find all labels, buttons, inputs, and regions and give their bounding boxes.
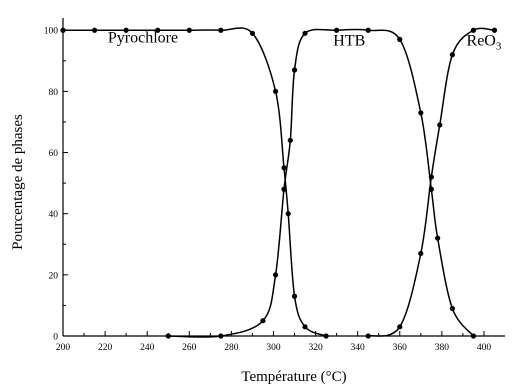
data-points [60,27,498,339]
y-tick-label: 40 [49,210,59,220]
x-tick-label: 240 [140,343,155,353]
point-pyrochlore [60,27,66,33]
point-pyrochlore [186,27,192,33]
point-htb [397,36,403,43]
point-reo3 [470,27,477,33]
x-tick-label: 360 [393,343,408,353]
curve-htb [168,28,475,338]
point-pyrochlore [285,211,291,217]
y-tick-label: 60 [49,149,59,159]
x-tick-label: 220 [98,343,113,353]
axes: 200 220 240 260 280 300 320 340 360 380 4000204060… [44,18,505,353]
point-reo3 [437,122,443,128]
point-pyrochlore [249,30,256,36]
point-htb [281,186,287,192]
y-tick-label: 20 [49,271,59,281]
point-reo3 [365,333,371,339]
y-tick-label: 80 [49,88,59,98]
point-pyrochlore [323,333,329,339]
point-reo3 [449,52,455,58]
x-tick-label: 340 [351,343,366,353]
point-htb [470,333,477,339]
annotation-subscript: 3 [496,41,502,53]
x-tick-label: 260 [182,343,197,353]
x-tick-label: 280 [224,343,239,353]
point-htb [272,272,279,278]
x-tick-label: 200 [56,343,71,353]
point-htb [291,67,298,73]
x-tick-label: 400 [477,343,492,353]
x-tick-label: 300 [266,343,281,353]
y-axis-title: Pourcentage de phases [10,114,26,250]
annotation-reo3: ReO3 [467,33,502,53]
point-htb [302,30,308,36]
point-htb [260,318,266,324]
annotation-pyrochlore: Pyrochlore [108,29,178,46]
point-pyrochlore [218,27,224,33]
point-pyrochlore [155,27,161,33]
point-reo3 [397,324,403,330]
y-tick-label: 0 [53,333,58,343]
point-htb [428,186,434,192]
point-pyrochlore [123,27,129,33]
point-pyrochlore [272,88,279,94]
labels: Température (°C) Pourcentage de phases [10,114,347,385]
point-reo3 [428,174,434,180]
point-reo3 [491,27,498,33]
phase-annotations: Pyrochlore HTB ReO3 [108,29,502,52]
x-tick-label: 380 [435,343,450,353]
point-htb [165,333,171,339]
point-htb [287,137,293,143]
point-htb [449,305,455,312]
curve-pyrochlore [63,27,327,337]
point-htb [334,27,340,33]
point-pyrochlore [91,27,98,33]
point-htb [435,235,441,241]
point-pyrochlore [281,165,287,171]
fitted-curves [63,27,495,338]
y-tick-label: 100 [44,27,59,37]
point-htb [418,110,424,116]
annotation-htb: HTB [333,33,365,50]
curve-reo3 [367,27,495,337]
point-htb [365,27,371,33]
x-axis-title: Température (°C) [241,369,346,385]
point-pyrochlore [302,324,308,330]
point-reo3 [418,250,424,257]
x-tick-label: 320 [308,343,323,353]
point-htb [218,333,224,339]
point-pyrochlore [291,293,298,299]
